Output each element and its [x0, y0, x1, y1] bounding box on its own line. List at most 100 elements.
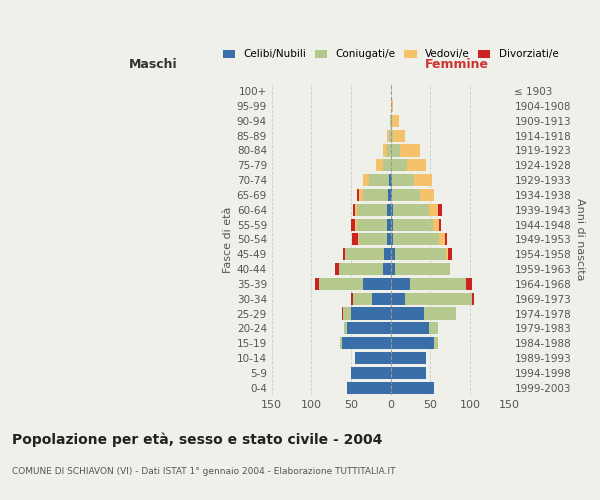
- Bar: [391, 144, 400, 156]
- Bar: [448, 248, 452, 260]
- Bar: [352, 234, 358, 245]
- Bar: [355, 352, 391, 364]
- Bar: [355, 218, 356, 230]
- Bar: [376, 159, 383, 172]
- Bar: [369, 174, 389, 186]
- Bar: [472, 292, 474, 305]
- Bar: [319, 278, 363, 290]
- Bar: [351, 292, 353, 305]
- Bar: [390, 114, 391, 127]
- Bar: [389, 130, 391, 141]
- Bar: [388, 204, 391, 216]
- Bar: [340, 337, 341, 349]
- Bar: [358, 234, 359, 245]
- Bar: [353, 292, 373, 305]
- Bar: [405, 292, 472, 305]
- Bar: [383, 144, 386, 156]
- Bar: [356, 189, 359, 201]
- Bar: [391, 159, 407, 172]
- Bar: [395, 263, 450, 275]
- Bar: [345, 248, 385, 260]
- Bar: [385, 248, 391, 260]
- Bar: [347, 382, 391, 394]
- Bar: [391, 204, 393, 216]
- Bar: [373, 292, 391, 305]
- Bar: [391, 337, 434, 349]
- Bar: [391, 322, 428, 334]
- Bar: [351, 218, 355, 230]
- Bar: [434, 337, 438, 349]
- Bar: [359, 234, 386, 245]
- Bar: [391, 100, 393, 112]
- Bar: [439, 234, 445, 245]
- Bar: [391, 263, 395, 275]
- Legend: Celibi/Nubili, Coniugati/e, Vedovi/e, Divorziati/e: Celibi/Nubili, Coniugati/e, Vedovi/e, Di…: [218, 46, 563, 64]
- Bar: [393, 204, 428, 216]
- Bar: [392, 174, 415, 186]
- Bar: [445, 234, 447, 245]
- Bar: [391, 382, 434, 394]
- Bar: [393, 218, 433, 230]
- Bar: [388, 130, 389, 141]
- Bar: [391, 248, 395, 260]
- Text: COMUNE DI SCHIAVON (VI) - Dati ISTAT 1° gennaio 2004 - Elaborazione TUTTITALIA.I: COMUNE DI SCHIAVON (VI) - Dati ISTAT 1° …: [12, 468, 395, 476]
- Bar: [339, 263, 383, 275]
- Bar: [351, 367, 391, 379]
- Bar: [343, 248, 345, 260]
- Bar: [363, 189, 388, 201]
- Bar: [415, 174, 432, 186]
- Bar: [391, 292, 405, 305]
- Bar: [391, 130, 393, 141]
- Bar: [391, 174, 392, 186]
- Bar: [446, 248, 448, 260]
- Bar: [391, 367, 427, 379]
- Bar: [358, 204, 388, 216]
- Text: Femmine: Femmine: [425, 58, 489, 71]
- Bar: [335, 263, 339, 275]
- Y-axis label: Anni di nascita: Anni di nascita: [575, 198, 585, 280]
- Bar: [356, 218, 386, 230]
- Bar: [420, 189, 434, 201]
- Bar: [438, 204, 442, 216]
- Bar: [391, 189, 392, 201]
- Bar: [391, 308, 424, 320]
- Bar: [393, 130, 405, 141]
- Bar: [363, 278, 391, 290]
- Bar: [341, 337, 391, 349]
- Bar: [388, 189, 391, 201]
- Bar: [386, 234, 391, 245]
- Bar: [400, 144, 420, 156]
- Bar: [389, 174, 391, 186]
- Bar: [383, 159, 391, 172]
- Bar: [392, 189, 420, 201]
- Bar: [386, 144, 391, 156]
- Bar: [395, 248, 446, 260]
- Bar: [410, 278, 466, 290]
- Bar: [353, 204, 355, 216]
- Bar: [433, 218, 439, 230]
- Bar: [316, 278, 319, 290]
- Text: Popolazione per età, sesso e stato civile - 2004: Popolazione per età, sesso e stato civil…: [12, 432, 382, 447]
- Bar: [391, 234, 393, 245]
- Y-axis label: Fasce di età: Fasce di età: [223, 206, 233, 272]
- Bar: [355, 204, 358, 216]
- Text: Maschi: Maschi: [128, 58, 177, 71]
- Bar: [407, 159, 427, 172]
- Bar: [428, 204, 438, 216]
- Bar: [363, 174, 369, 186]
- Bar: [347, 322, 391, 334]
- Bar: [439, 218, 440, 230]
- Bar: [383, 263, 391, 275]
- Bar: [351, 308, 391, 320]
- Bar: [393, 234, 439, 245]
- Bar: [386, 218, 391, 230]
- Bar: [359, 189, 363, 201]
- Bar: [344, 322, 347, 334]
- Bar: [391, 352, 427, 364]
- Bar: [392, 114, 398, 127]
- Bar: [343, 308, 351, 320]
- Bar: [391, 278, 410, 290]
- Bar: [424, 308, 455, 320]
- Bar: [391, 218, 393, 230]
- Bar: [428, 322, 438, 334]
